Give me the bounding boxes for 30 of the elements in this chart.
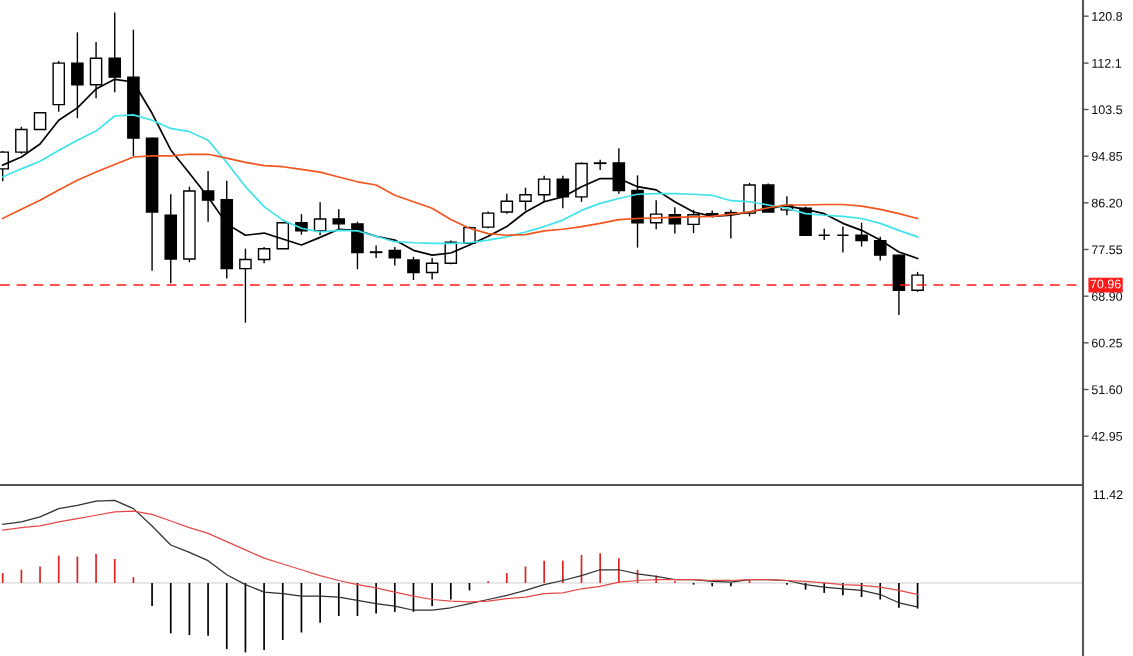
candlestick [425,257,439,281]
candlestick [239,248,252,324]
y-tick-label: 42.95 [1091,431,1123,441]
text: 11.42 [1093,490,1123,499]
candlestick [519,187,532,212]
candlestick [407,256,420,281]
candlestick [593,158,607,171]
y-tick-label: 60.25 [1091,338,1123,348]
y-tick-label: 68.90 [1091,291,1123,301]
ref-line-label: 70.96 [1090,279,1121,289]
candlestick [500,192,514,215]
candlestick [369,244,383,259]
y-tick-label: 120.8 [1092,11,1123,21]
y-tick-label: 77.55 [1091,245,1123,255]
candlestick [911,271,924,293]
candlestick [388,246,402,267]
candlestick [855,222,868,248]
y-tick-label: 112.1 [1092,58,1122,68]
candlestick [556,175,570,209]
candlestick [537,175,551,203]
candlestick [836,225,850,254]
y-tick-label: 103.5 [1092,105,1123,115]
candlestick [332,208,346,231]
line-series [1,114,919,245]
candlestick [313,201,327,236]
line-series [1,153,919,237]
y-tick-label: 94.85 [1091,151,1123,161]
y-tick-label: 51.60 [1091,385,1123,395]
y-tick-label: 86.20 [1091,198,1123,208]
candlestick [15,126,28,155]
